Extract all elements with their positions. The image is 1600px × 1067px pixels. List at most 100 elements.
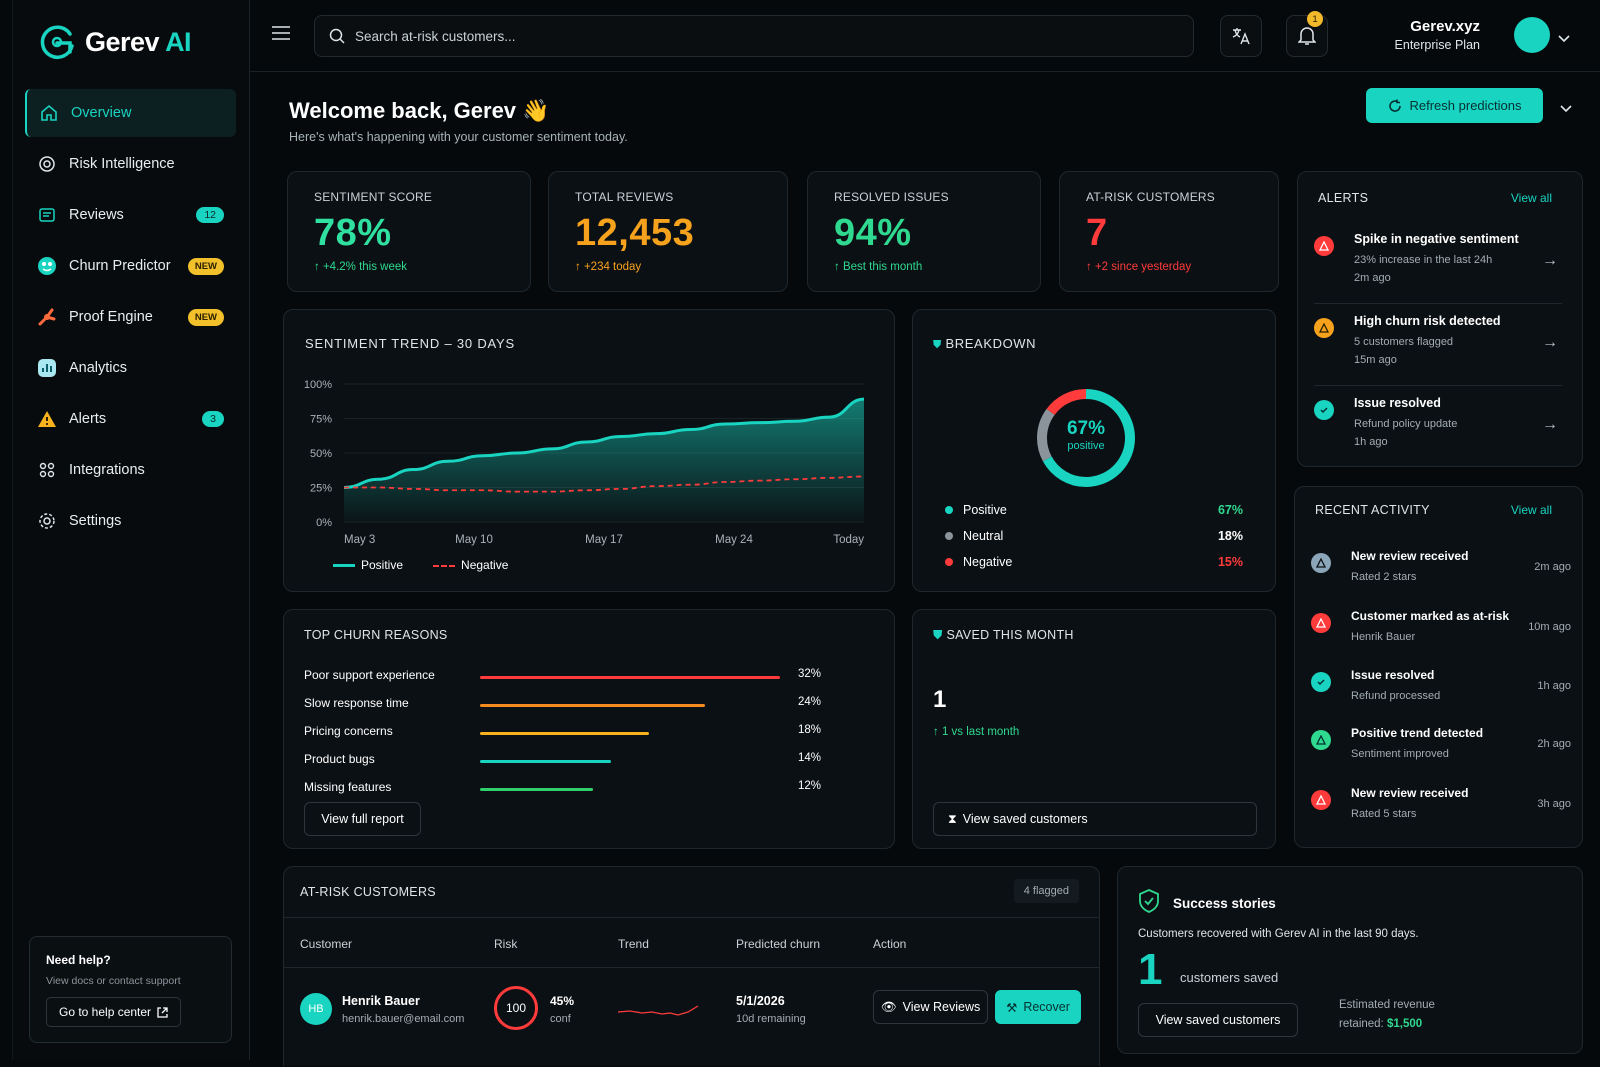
saved-title: ⛊ SAVED THIS MONTH <box>933 628 1074 642</box>
churn-reason-bar <box>480 704 705 707</box>
view-saved-customers-button[interactable]: View saved customers <box>1138 1003 1298 1037</box>
revenue-retained: retained: $1,500 <box>1339 1018 1423 1030</box>
stat-card-resolved-issues[interactable]: RESOLVED ISSUES 94% ↑ Best this month <box>807 171 1041 292</box>
sidebar-item-reviews[interactable]: Reviews 12 <box>25 191 236 239</box>
churn-reason-label: Pricing concerns <box>304 724 393 738</box>
alert-time: 2m ago <box>1354 272 1391 284</box>
activity-title: Positive trend detected <box>1351 726 1484 740</box>
arrow-right-icon[interactable]: → <box>1542 334 1558 351</box>
page-subtitle: Here's what's happening with your custom… <box>289 130 628 144</box>
stat-change: ↑ Best this month <box>834 261 923 273</box>
column-header[interactable]: Customer <box>300 937 353 951</box>
activity-title: Issue resolved <box>1351 668 1435 682</box>
reviews-count-badge: 12 <box>196 207 224 223</box>
refresh-predictions-button[interactable]: Refresh predictions <box>1366 88 1543 123</box>
alert-subtitle: 23% increase in the last 24h <box>1354 254 1493 266</box>
hamburger-menu-icon[interactable] <box>272 26 290 45</box>
sidebar-item-alerts[interactable]: Alerts 3 <box>25 395 236 443</box>
churn-warning-icon <box>1314 318 1334 338</box>
table-row[interactable]: HB Henrik Bauer henrik.bauer@email.com 1… <box>284 968 1101 1058</box>
alert-time: 15m ago <box>1354 354 1397 366</box>
arrow-right-icon[interactable]: → <box>1542 252 1558 269</box>
sidebar: Gerev AI Overview Risk Intelligence Revi… <box>12 0 250 1060</box>
alerts-view-all-link[interactable]: View all <box>1510 191 1552 205</box>
notification-count-badge: 1 <box>1307 11 1323 27</box>
sidebar-item-integrations[interactable]: Integrations <box>25 446 236 494</box>
tools-icon: ⚒ <box>1006 1000 1018 1015</box>
y-tick-label: 0% <box>316 517 332 529</box>
alerts-card: ALERTS View all Spike in negative sentim… <box>1297 171 1583 467</box>
alert-title: Spike in negative sentiment <box>1354 232 1519 246</box>
translate-icon <box>1232 28 1250 45</box>
sidebar-item-churn-predictor[interactable]: Churn Predictor NEW <box>25 242 236 290</box>
alert-item[interactable]: Issue resolved Refund policy update 1h a… <box>1314 396 1562 468</box>
activity-item[interactable]: New review received Rated 5 stars 3h ago <box>1311 786 1571 836</box>
sidebar-item-settings[interactable]: Settings <box>25 497 236 545</box>
translate-button[interactable] <box>1220 15 1262 57</box>
search-input[interactable] <box>355 28 1055 44</box>
stat-card-total-reviews[interactable]: TOTAL REVIEWS 12,453 ↑ +234 today <box>548 171 788 292</box>
sidebar-item-overview[interactable]: Overview <box>25 89 236 137</box>
sidebar-item-risk-intelligence[interactable]: Risk Intelligence <box>25 140 236 188</box>
stat-card-at-risk-customers[interactable]: AT-RISK CUSTOMERS 7 ↑ +2 since yesterday <box>1059 171 1279 292</box>
chevron-down-icon[interactable] <box>1560 100 1572 118</box>
shield-check-icon <box>1139 889 1159 913</box>
churn-reason-label: Missing features <box>304 780 392 794</box>
breakdown-title: ⛊ BREAKDOWN <box>933 336 1037 351</box>
alert-icon <box>37 409 57 429</box>
stat-change: ↑ +2 since yesterday <box>1086 261 1192 273</box>
activity-item[interactable]: Customer marked as at-risk Henrik Bauer … <box>1311 609 1571 659</box>
stat-card-sentiment-score[interactable]: SENTIMENT SCORE 78% ↑ +4.2% this week <box>287 171 531 292</box>
churn-icon <box>37 256 57 276</box>
alert-item[interactable]: High churn risk detected 5 customers fla… <box>1314 314 1562 386</box>
chevron-down-icon[interactable] <box>1558 30 1570 48</box>
alerts-title: ALERTS <box>1318 191 1369 205</box>
bell-icon <box>1298 27 1316 45</box>
activity-subtitle: Henrik Bauer <box>1351 631 1416 643</box>
view-saved-customers-button[interactable]: ⧗ View saved customers <box>933 802 1257 836</box>
sidebar-item-proof-engine[interactable]: Proof Engine NEW <box>25 293 236 341</box>
donut-label: positive <box>1067 440 1105 452</box>
arrow-up-icon: ↑ <box>933 726 942 738</box>
sidebar-item-analytics[interactable]: Analytics <box>25 344 236 392</box>
help-center-button[interactable]: Go to help center <box>46 997 182 1027</box>
donut-center: 67% positive <box>1031 418 1141 452</box>
warning-icon <box>1314 236 1334 256</box>
column-header[interactable]: Predicted churn <box>736 937 821 951</box>
donut-value: 67% <box>1066 418 1106 439</box>
column-header[interactable]: Risk <box>494 937 518 951</box>
x-tick-label: May 3 <box>344 534 375 546</box>
churn-reason-row[interactable]: Product bugs 14% <box>304 752 844 772</box>
alert-item[interactable]: Spike in negative sentiment 23% increase… <box>1314 232 1562 304</box>
view-reviews-button[interactable]: 👁 View Reviews <box>873 990 988 1024</box>
breakdown-donut <box>1037 389 1135 487</box>
churn-reason-label: Poor support experience <box>304 668 435 682</box>
churn-reason-row[interactable]: Missing features 12% <box>304 780 844 800</box>
arrow-right-icon[interactable]: → <box>1542 416 1558 433</box>
view-full-report-button[interactable]: View full report <box>304 802 421 836</box>
column-header[interactable]: Trend <box>618 937 649 951</box>
trend-sparkline <box>618 1005 699 1016</box>
positive-line <box>343 397 865 489</box>
brand-name: Gerev AI <box>85 26 192 57</box>
notifications-button[interactable]: 1 <box>1286 11 1328 57</box>
alert-title: High churn risk detected <box>1354 314 1501 328</box>
search-bar[interactable] <box>314 15 1194 57</box>
churn-reason-row[interactable]: Slow response time 24% <box>304 696 844 716</box>
activity-item[interactable]: New review received Rated 2 stars 2m ago <box>1311 549 1571 599</box>
avatar[interactable] <box>1514 17 1550 53</box>
column-header[interactable]: Action <box>873 937 907 951</box>
activity-item[interactable]: Positive trend detected Sentiment improv… <box>1311 726 1571 776</box>
search-icon <box>329 28 345 44</box>
churn-reason-row[interactable]: Pricing concerns 18% <box>304 724 844 744</box>
activity-time: 10m ago <box>1528 621 1571 633</box>
arrow-up-icon: ↑ <box>314 261 323 273</box>
alert-subtitle: 5 customers flagged <box>1354 336 1454 348</box>
x-tick-label: May 10 <box>455 534 493 546</box>
user-info[interactable]: Gerev.xyz Enterprise Plan <box>1395 18 1480 52</box>
activity-item[interactable]: Issue resolved Refund processed 1h ago <box>1311 668 1571 718</box>
activity-view-all-link[interactable]: View all <box>1510 503 1552 517</box>
churn-reason-row[interactable]: Poor support experience 32% <box>304 668 844 688</box>
brand-logo[interactable]: Gerev AI <box>37 22 192 62</box>
recover-button[interactable]: ⚒ Recover <box>995 990 1081 1024</box>
